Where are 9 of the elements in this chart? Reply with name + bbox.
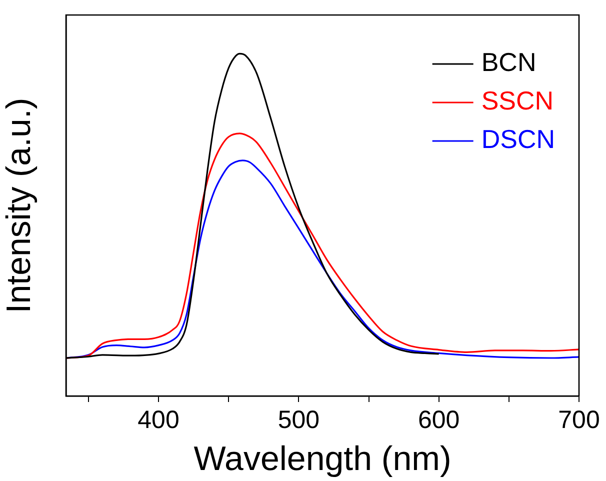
legend-label: DSCN	[481, 124, 555, 154]
legend-label: BCN	[481, 47, 536, 78]
x-tick-label: 600	[418, 406, 460, 434]
x-tick-label: 700	[558, 406, 600, 434]
legend-label: SSCN	[481, 86, 554, 116]
x-tick-label: 500	[278, 406, 320, 434]
x-axis-title: Wavelength (nm)	[194, 440, 452, 478]
x-tick-label: 400	[138, 406, 180, 434]
y-axis-title: Intensity (a.u.)	[0, 98, 38, 314]
